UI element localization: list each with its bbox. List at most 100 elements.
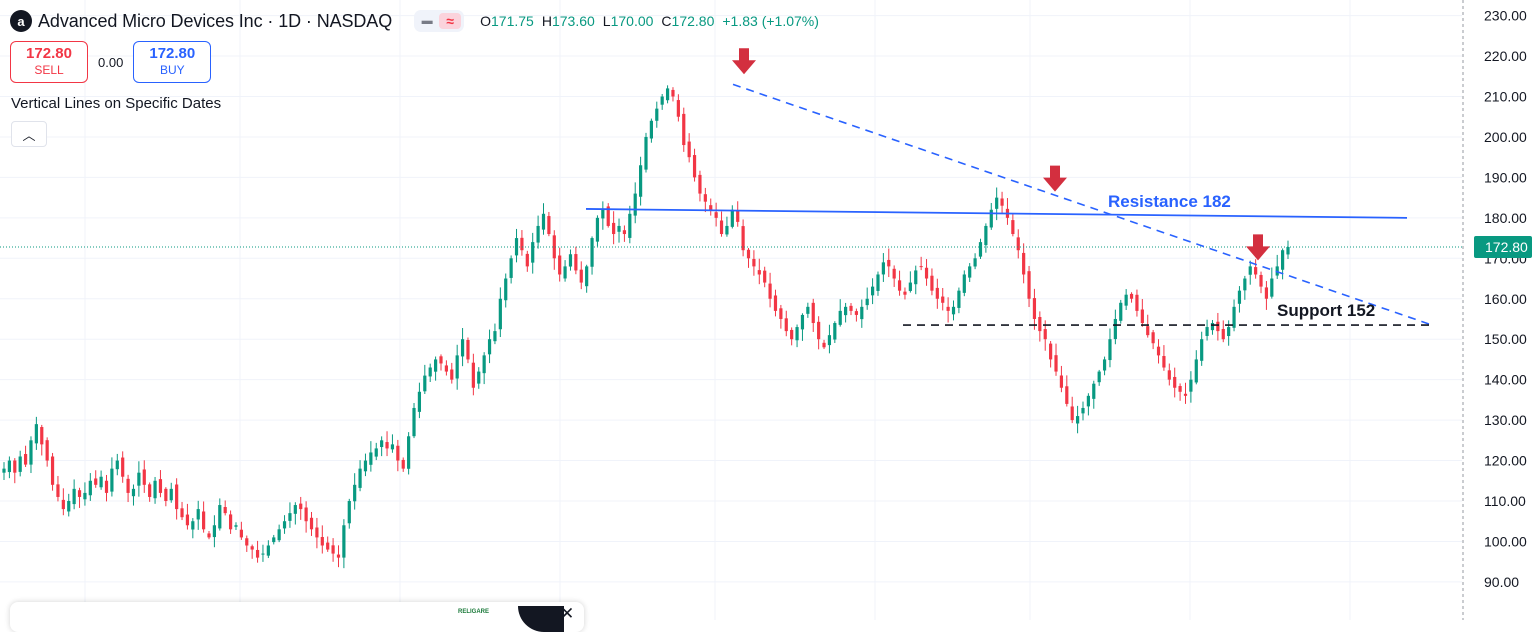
candle-body: [380, 440, 384, 448]
candle-body: [390, 444, 395, 450]
candle-body: [881, 262, 885, 275]
trade-panel: 172.80 SELL 0.00 172.80 BUY: [10, 41, 212, 83]
candle-body: [342, 525, 346, 558]
candle-body: [1173, 376, 1177, 388]
candle-body: [827, 335, 832, 346]
amd-logo-icon: a: [10, 10, 32, 32]
candle-body: [509, 258, 513, 278]
candle-body: [978, 242, 983, 257]
trend-line-trend: [732, 83, 1433, 326]
candle-body: [973, 258, 977, 267]
candle-body: [995, 197, 999, 209]
candle-body: [595, 217, 600, 242]
candle-body: [536, 225, 540, 243]
candle-body: [7, 460, 11, 473]
candle-body: [811, 302, 815, 324]
candle-body: [460, 339, 465, 357]
buy-label: BUY: [159, 63, 185, 77]
candle-body: [784, 318, 788, 332]
candle-body: [23, 454, 28, 465]
open-value: 171.75: [491, 13, 534, 29]
low-value: 170.00: [610, 13, 654, 29]
candle-body: [930, 275, 934, 291]
candle-body: [1216, 321, 1220, 332]
candle-body: [396, 445, 400, 461]
candle-body: [487, 339, 492, 355]
candle-body: [428, 367, 432, 377]
candle-body: [466, 339, 470, 360]
ad-banner[interactable]: RELIGARE ✕: [10, 602, 584, 632]
candle-body: [131, 488, 136, 497]
buy-button[interactable]: 172.80 BUY: [133, 41, 212, 83]
candle-body: [1270, 278, 1274, 297]
open-label: O: [480, 13, 492, 29]
candle-body: [320, 537, 324, 546]
candle-body: [655, 108, 659, 121]
candle-body: [374, 448, 378, 457]
candle-body: [1156, 346, 1161, 356]
candle-body: [137, 472, 141, 486]
candle-body: [164, 488, 168, 501]
candle-body: [358, 468, 362, 488]
candle-body: [315, 527, 319, 538]
delayed-data-icon: ≈: [439, 13, 462, 29]
candle-body: [968, 266, 972, 278]
y-tick-label: 190.00: [1484, 169, 1527, 185]
candle-body: [531, 242, 535, 263]
candle-body: [660, 96, 664, 105]
candle-body: [838, 310, 842, 325]
candle-body: [962, 274, 966, 293]
candle-body: [1264, 287, 1269, 299]
candle-body: [77, 490, 82, 497]
candle-body: [606, 206, 610, 226]
candle-body: [18, 456, 22, 472]
candle-body: [520, 237, 524, 251]
price-axis[interactable]: 230.00220.00210.00200.00190.00180.00170.…: [1462, 0, 1532, 620]
candle-body: [800, 314, 805, 330]
grid-lines: [0, 0, 1462, 620]
sell-button[interactable]: 172.80 SELL: [10, 41, 88, 83]
candle-body: [903, 291, 907, 295]
candle-body: [1032, 298, 1037, 319]
candle-body: [757, 270, 761, 275]
candle-body: [1092, 383, 1096, 399]
candle-body: [1178, 386, 1182, 392]
candle-body: [202, 511, 206, 530]
candle-body: [455, 355, 459, 379]
candle-body: [617, 225, 621, 232]
drawings[interactable]: Resistance 182 Support 152: [0, 48, 1462, 326]
candle-body: [1183, 393, 1188, 396]
candle-body: [353, 484, 357, 502]
candle-body: [72, 488, 76, 505]
candle-body: [914, 270, 918, 285]
indicator-label[interactable]: Vertical Lines on Specific Dates: [11, 95, 222, 112]
candle-body: [13, 460, 17, 473]
candle-body: [887, 259, 891, 267]
candle-body: [1146, 326, 1150, 336]
candle-body: [56, 484, 60, 497]
down-arrow-icon: [1246, 234, 1270, 261]
candle-body: [1281, 250, 1285, 270]
status-pill[interactable]: ▬ ≈: [414, 10, 465, 32]
high-label: H: [541, 13, 552, 29]
candle-body: [1038, 317, 1042, 332]
candle-body: [304, 507, 308, 522]
candle-body: [876, 274, 880, 291]
candle-body: [99, 476, 103, 488]
y-tick-label: 210.00: [1484, 89, 1527, 105]
collapse-chevron-up-icon[interactable]: ︿: [11, 121, 47, 147]
candle-body: [682, 113, 686, 146]
y-tick-label: 100.00: [1484, 533, 1527, 549]
candle-body: [768, 283, 772, 299]
y-tick-label: 90.00: [1484, 574, 1519, 590]
close-ad-icon[interactable]: ✕: [560, 604, 575, 623]
candle-body: [763, 270, 767, 283]
candle-body: [412, 407, 416, 437]
candle-body: [142, 469, 146, 485]
y-tick-label: 120.00: [1484, 453, 1527, 469]
candle-body: [401, 459, 405, 469]
candle-body: [110, 468, 114, 492]
symbol-title[interactable]: Advanced Micro Devices Inc · 1D · NASDAQ: [38, 10, 393, 31]
chart-header: a Advanced Micro Devices Inc · 1D · NASD…: [10, 9, 819, 33]
